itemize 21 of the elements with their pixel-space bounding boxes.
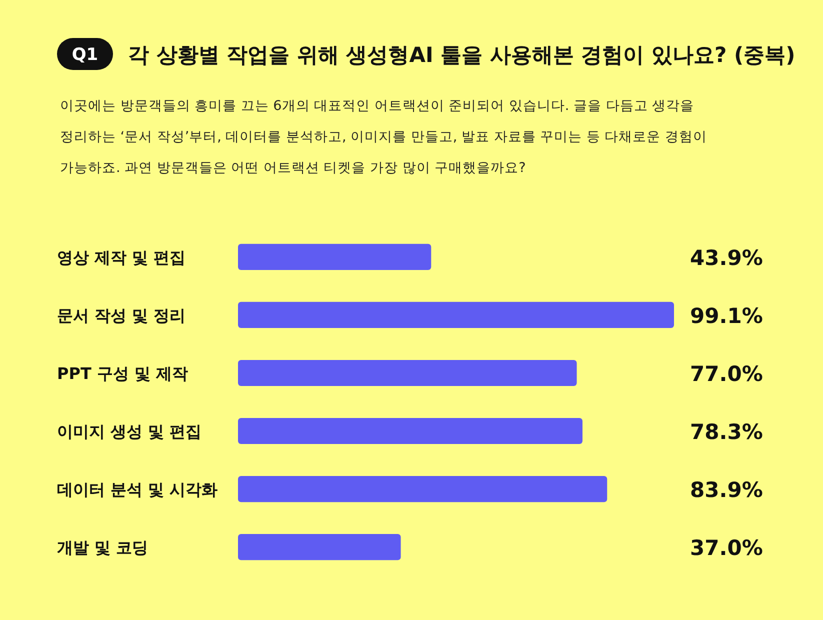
bar [238, 476, 608, 502]
data-label: 37.0% [690, 536, 763, 560]
data-label: 43.9% [690, 246, 763, 270]
bar [238, 302, 674, 328]
bar [238, 418, 582, 444]
text: Q1 [72, 45, 98, 65]
data-label: 77.0% [690, 362, 763, 386]
bar [238, 360, 577, 386]
bar [238, 244, 432, 270]
y-tick-label: PPT 구성 및 제작 [57, 364, 188, 383]
chart-title: 각 상황별 작업을 위해 생성형AI 툴을 사용해본 경험이 있나요? (중복) [128, 43, 796, 67]
chart-subtitle: 이곳에는 방문객들의 흥미를 끄는 6개의 대표적인 어트랙션이 준비되어 있습니다. 글을 다듬고 생각을 정리하는 ‘문서 작성’부터, 데이터를 분석하고, 이미지를 만들고, 발표 자료를 꾸미는 등 다채로운 경험이 가능하죠. 과연 방문객들은 어떤 어트랙션 티켓을 가장 많이 구매했을까요? [60, 98, 707, 176]
bar [238, 534, 401, 560]
y-tick-label: 개발 및 코딩 [57, 538, 148, 558]
data-label: 99.1% [690, 304, 763, 328]
y-tick-label: 영상 제작 및 편집 [57, 248, 186, 267]
data-label: 83.9% [690, 478, 763, 502]
y-tick-label: 데이터 분석 및 시각화 [57, 480, 218, 500]
data-label: 78.3% [690, 420, 763, 444]
y-tick-label: 문서 작성 및 정리 [57, 306, 186, 325]
y-tick-label: 이미지 생성 및 편집 [57, 422, 202, 442]
